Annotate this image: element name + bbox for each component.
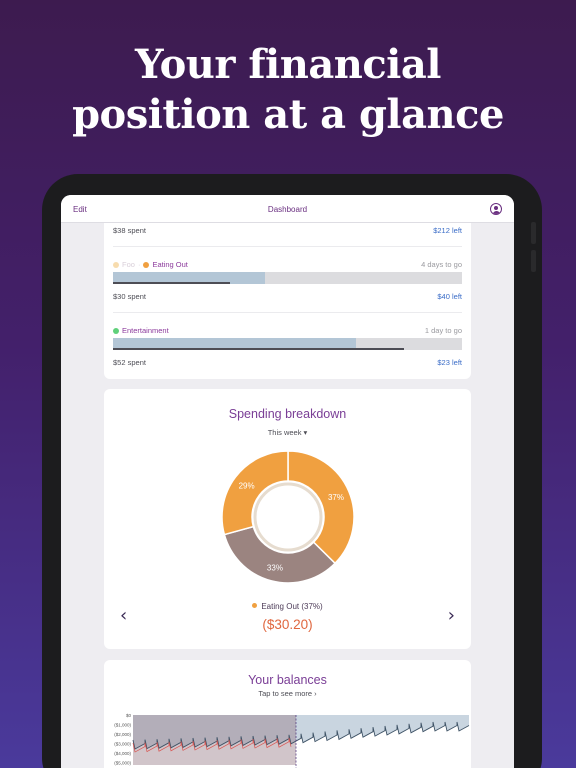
- budget-progress-bar: [113, 272, 462, 284]
- navigation-bar: Edit Dashboard: [61, 195, 514, 223]
- y-tick-label: ($4,000): [114, 751, 131, 756]
- user-circle-icon[interactable]: [490, 203, 502, 215]
- y-tick-label: ($1,000): [114, 723, 131, 728]
- hero-title: Your financial position at a glance: [0, 40, 576, 140]
- donut-slice-label: 33%: [267, 563, 283, 572]
- budget-row-entertainment[interactable]: Entertainment 1 day to go $52 spent $23 …: [113, 326, 462, 368]
- hero-title-line2: position at a glance: [0, 90, 576, 140]
- budget-row-partial[interactable]: $38 spent $212 left: [113, 226, 462, 238]
- budget-days-left: 1 day to go: [425, 326, 462, 335]
- budget-days-left: 4 days to go: [421, 260, 462, 269]
- y-tick-label: $0: [126, 713, 132, 718]
- budget-spent: $30 spent: [113, 292, 146, 301]
- selected-category-amount: ($30.20): [104, 617, 471, 632]
- balances-title: Your balances: [104, 673, 471, 687]
- budget-spent: $38 spent: [113, 226, 146, 235]
- selected-category-dot: [252, 603, 257, 608]
- period-dropdown[interactable]: This week ▾: [104, 428, 471, 437]
- category-dot: [143, 262, 149, 268]
- volume-button-up: [531, 222, 536, 244]
- category-name: Entertainment: [122, 326, 169, 335]
- budget-card: $38 spent $212 left Foo · Eating Out 4 d…: [104, 215, 471, 379]
- balances-chart: $0 ($1,000) ($2,000) ($3,000) ($4,000) ($5,00…: [104, 710, 471, 768]
- budget-category-label: Entertainment: [113, 326, 169, 335]
- y-tick-label: ($5,000): [114, 761, 131, 766]
- category-name: Eating Out: [152, 260, 187, 269]
- volume-button-down: [531, 250, 536, 272]
- budget-spent: $52 spent: [113, 358, 146, 367]
- budget-category-label: Foo · Eating Out: [113, 260, 188, 269]
- budget-progress-bar: [113, 338, 462, 350]
- category-prev-label: Foo: [122, 260, 135, 269]
- spending-donut-chart[interactable]: 37% 33% 29%: [218, 447, 358, 587]
- chevron-right-icon[interactable]: ›: [448, 605, 455, 626]
- budget-time-indicator: [113, 282, 230, 284]
- budget-left: $212 left: [433, 226, 462, 235]
- spending-title: Spending breakdown: [104, 407, 471, 421]
- y-tick-label: ($3,000): [114, 742, 131, 747]
- app-screen: $38 spent $212 left Foo · Eating Out 4 d…: [61, 195, 514, 768]
- budget-left: $23 left: [437, 358, 462, 367]
- category-dot-prev: [113, 262, 119, 268]
- selected-category-legend: Eating Out (37%): [104, 602, 471, 611]
- divider: [113, 246, 462, 247]
- selected-category-label: Eating Out (37%): [261, 602, 322, 611]
- divider: [113, 312, 462, 313]
- y-tick-label: ($2,000): [114, 732, 131, 737]
- balances-card[interactable]: Your balances Tap to see more › $0 ($1,00…: [104, 660, 471, 768]
- category-dot: [113, 328, 119, 334]
- donut-hole: [255, 484, 321, 550]
- chevron-left-icon[interactable]: ‹: [120, 605, 127, 626]
- donut-slice-label: 37%: [328, 493, 344, 502]
- category-separator: ·: [138, 260, 141, 269]
- budget-time-indicator: [113, 348, 404, 350]
- budget-row-eating-out[interactable]: Foo · Eating Out 4 days to go $30 spent …: [113, 260, 462, 302]
- donut-slice-label: 29%: [239, 482, 255, 491]
- hero-title-line1: Your financial: [0, 40, 576, 90]
- spending-breakdown-card: Spending breakdown This week ▾ 37% 33% 29%…: [104, 389, 471, 649]
- budget-left: $40 left: [437, 292, 462, 301]
- page-title: Dashboard: [61, 205, 514, 214]
- balances-see-more-link[interactable]: Tap to see more ›: [104, 689, 471, 698]
